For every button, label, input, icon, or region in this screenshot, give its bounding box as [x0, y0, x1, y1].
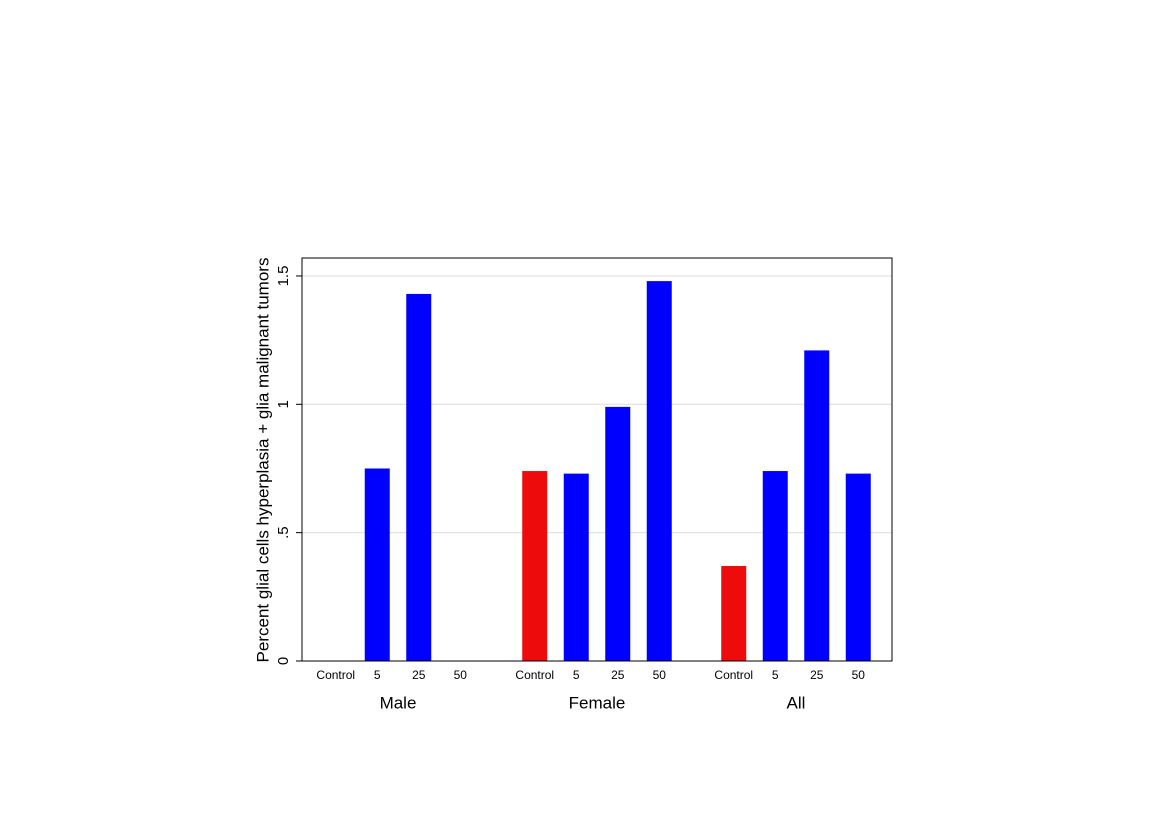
- bar: [646, 281, 672, 661]
- bar: [563, 473, 589, 661]
- bar-label: 25: [611, 668, 625, 682]
- y-tick-label: 1: [275, 400, 292, 408]
- bar: [406, 293, 432, 661]
- bar: [364, 468, 390, 661]
- bar: [605, 406, 631, 661]
- bar-label: 5: [573, 668, 580, 682]
- plot-frame: [301, 257, 893, 662]
- bar-label: 50: [454, 668, 468, 682]
- y-tick-label: 1.5: [275, 266, 292, 287]
- bar-label: 25: [810, 668, 824, 682]
- y-tick-label: .5: [275, 526, 292, 539]
- bar-label: 50: [852, 668, 866, 682]
- y-axis-label: Percent glial cells hyperplasia + glia m…: [253, 258, 272, 663]
- group-label: Male: [380, 693, 417, 712]
- bar: [522, 471, 548, 661]
- bar-label: Control: [515, 668, 554, 682]
- bar-label: 5: [772, 668, 779, 682]
- bar: [762, 471, 788, 661]
- bar-label: 25: [412, 668, 426, 682]
- bar: [845, 473, 871, 661]
- group-label: All: [787, 693, 806, 712]
- bar-label: Control: [714, 668, 753, 682]
- bar: [721, 566, 747, 661]
- bar-label: Control: [316, 668, 355, 682]
- y-tick-label: 0: [275, 657, 292, 665]
- bar: [804, 350, 830, 661]
- bar-label: 5: [374, 668, 381, 682]
- group-label: Female: [569, 693, 626, 712]
- bar-label: 50: [653, 668, 667, 682]
